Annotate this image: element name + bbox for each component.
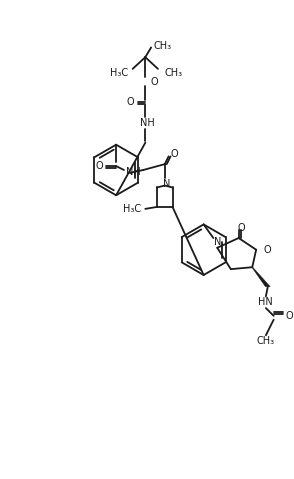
Text: O: O	[127, 97, 135, 107]
Text: O: O	[285, 311, 293, 321]
Text: H₃C: H₃C	[110, 68, 128, 78]
Text: CH₃: CH₃	[153, 41, 171, 50]
Text: O: O	[264, 245, 272, 255]
Text: CH₃: CH₃	[165, 68, 183, 78]
Text: CH₃: CH₃	[257, 336, 275, 346]
Text: O: O	[171, 149, 178, 160]
Polygon shape	[252, 267, 270, 286]
Text: H₃C: H₃C	[123, 204, 141, 214]
Text: O: O	[96, 161, 103, 171]
Text: N: N	[163, 179, 171, 189]
Text: O: O	[238, 223, 245, 233]
Text: NH: NH	[140, 118, 155, 128]
Text: O: O	[150, 78, 158, 88]
Text: NH: NH	[126, 167, 141, 177]
Text: HN: HN	[258, 297, 273, 307]
Text: N: N	[213, 237, 221, 247]
